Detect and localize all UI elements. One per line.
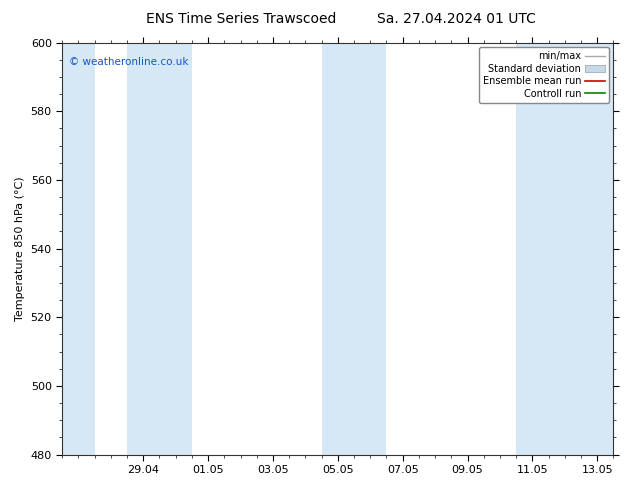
Bar	[62, 43, 94, 455]
Bar	[127, 43, 192, 455]
Legend: min/max, Standard deviation, Ensemble mean run, Controll run: min/max, Standard deviation, Ensemble me…	[479, 48, 609, 102]
Text: © weatheronline.co.uk: © weatheronline.co.uk	[69, 57, 188, 67]
Text: ENS Time Series Trawscoed: ENS Time Series Trawscoed	[146, 12, 336, 26]
Y-axis label: Temperature 850 hPa (°C): Temperature 850 hPa (°C)	[15, 176, 25, 321]
Bar	[321, 43, 387, 455]
Bar	[581, 43, 614, 455]
Text: Sa. 27.04.2024 01 UTC: Sa. 27.04.2024 01 UTC	[377, 12, 536, 26]
Bar	[516, 43, 581, 455]
